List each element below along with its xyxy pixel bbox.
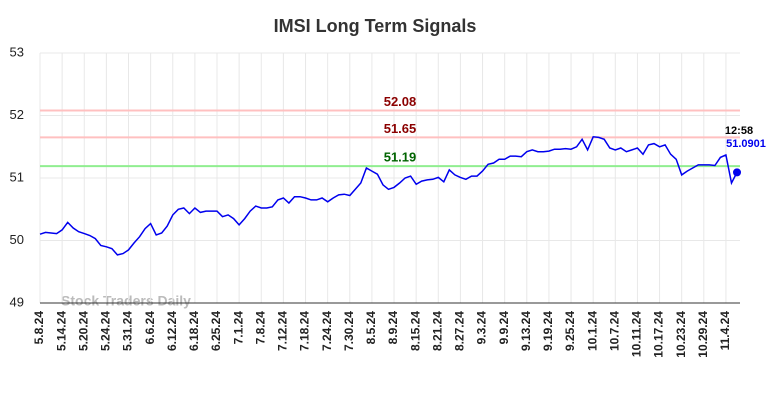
- x-tick-label: 8.9.24: [386, 311, 400, 345]
- x-tick-label: 5.31.24: [121, 311, 135, 351]
- x-tick-label: 9.19.24: [541, 311, 555, 351]
- x-tick-label: 8.27.24: [453, 311, 467, 351]
- x-tick-label: 6.12.24: [165, 311, 179, 351]
- x-tick-label: 9.9.24: [497, 311, 511, 345]
- x-tick-label: 9.3.24: [475, 311, 489, 345]
- x-tick-label: 10.11.24: [630, 311, 644, 357]
- x-tick-label: 5.8.24: [32, 311, 46, 345]
- x-tick-label: 11.4.24: [718, 311, 732, 351]
- x-tick-label: 10.7.24: [607, 311, 621, 351]
- y-tick-label: 53: [10, 44, 24, 59]
- last-value: 51.0901: [726, 138, 766, 150]
- x-tick-label: 7.12.24: [276, 311, 290, 351]
- x-tick-label: 9.13.24: [519, 311, 533, 351]
- y-tick-label: 52: [10, 107, 24, 122]
- x-tick-label: 7.1.24: [231, 311, 245, 345]
- last-point: [733, 168, 741, 177]
- x-tick-label: 7.30.24: [342, 311, 356, 351]
- y-tick-label: 50: [10, 232, 24, 247]
- x-tick-label: 6.25.24: [209, 311, 223, 351]
- price-line: [39, 135, 738, 256]
- x-tick-label: 5.20.24: [76, 311, 90, 351]
- x-tick-label: 6.18.24: [187, 311, 201, 351]
- x-tick-label: 10.17.24: [652, 311, 666, 358]
- x-tick-label: 6.6.24: [143, 311, 157, 345]
- chart-title: IMSI Long Term Signals: [274, 16, 477, 36]
- x-tick-label: 10.29.24: [696, 311, 710, 358]
- watermark: Stock Traders Daily: [61, 293, 191, 309]
- x-tick-label: 7.24.24: [320, 311, 334, 351]
- y-tick-label: 51: [10, 169, 24, 184]
- x-tick-label: 9.25.24: [563, 311, 577, 351]
- signal-label: 52.08: [384, 94, 417, 109]
- x-tick-label: 8.21.24: [430, 311, 444, 351]
- x-tick-label: 10.23.24: [674, 311, 688, 358]
- x-tick-label: 7.8.24: [253, 311, 267, 345]
- y-tick-label: 49: [10, 294, 24, 309]
- signal-label: 51.65: [384, 121, 417, 136]
- x-tick-label: 7.18.24: [298, 311, 312, 351]
- x-tick-label: 5.24.24: [99, 311, 113, 351]
- signal-label: 51.19: [384, 150, 417, 165]
- x-tick-label: 10.1.24: [585, 311, 599, 351]
- last-time: 12:58: [725, 125, 753, 137]
- x-tick-label: 5.14.24: [54, 311, 68, 351]
- x-tick-label: 8.15.24: [408, 311, 422, 351]
- x-tick-label: 8.5.24: [364, 311, 378, 345]
